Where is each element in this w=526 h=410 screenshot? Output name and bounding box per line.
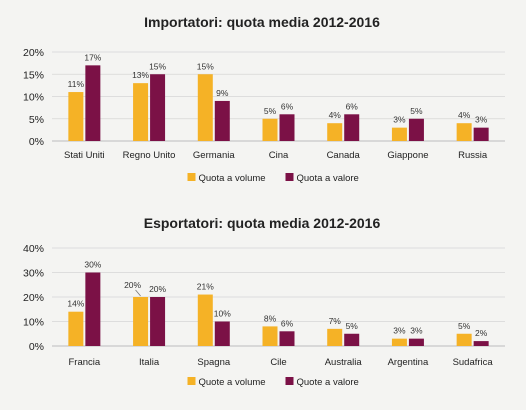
- y-tick-label: 20%: [23, 47, 44, 59]
- bar: [408, 118, 424, 141]
- data-label: 3%: [393, 115, 406, 125]
- data-label: 15%: [197, 61, 214, 71]
- x-tick-label: Russia: [458, 150, 488, 161]
- bar: [473, 127, 489, 141]
- bar: [197, 294, 213, 346]
- x-tick-label: Spagna: [197, 357, 230, 368]
- bar: [150, 74, 166, 141]
- data-label: 3%: [410, 326, 423, 336]
- legend-swatch: [187, 377, 196, 385]
- legend-label: Quote a volume: [199, 377, 266, 388]
- data-label: 3%: [393, 326, 406, 336]
- x-tick-label: Francia: [69, 357, 101, 368]
- data-label: 6%: [346, 101, 359, 111]
- data-label: 10%: [214, 309, 231, 319]
- data-label: 13%: [132, 70, 149, 80]
- bar: [279, 331, 295, 346]
- data-label: 3%: [475, 115, 488, 125]
- bar: [214, 100, 230, 141]
- bar: [408, 338, 424, 346]
- y-tick-label: 30%: [23, 268, 44, 280]
- data-label: 20%: [124, 280, 141, 290]
- importers-chart: Importatori: quota media 2012-2016 0% 5% 1…: [23, 14, 505, 184]
- bar: [133, 297, 149, 346]
- y-tick-label: 0%: [29, 136, 44, 148]
- data-label: 2%: [475, 328, 488, 338]
- y-tick-label: 15%: [23, 69, 44, 81]
- x-tick-label: Germania: [193, 150, 235, 161]
- y-tick-label: 5%: [29, 114, 44, 126]
- bar: [344, 333, 360, 346]
- bar: [150, 297, 166, 346]
- data-label: 17%: [84, 52, 101, 62]
- data-label: 4%: [458, 110, 471, 120]
- chart-title: Importatori: quota media 2012-2016: [144, 14, 380, 30]
- data-label: 9%: [216, 88, 229, 98]
- data-label: 11%: [68, 79, 85, 89]
- y-tick-label: 40%: [23, 243, 44, 255]
- legend-label: Quota a volume: [199, 173, 266, 184]
- y-tick-label: 10%: [23, 317, 44, 329]
- data-label: 8%: [264, 313, 277, 323]
- data-label: 6%: [281, 101, 294, 111]
- bar: [327, 123, 343, 141]
- bar: [456, 333, 472, 346]
- bar: [262, 118, 278, 141]
- data-label: 5%: [410, 106, 423, 116]
- x-tick-label: Stati Uniti: [64, 150, 105, 161]
- x-tick-label: Canada: [327, 150, 361, 161]
- data-label: 30%: [84, 260, 101, 270]
- bar: [85, 65, 101, 141]
- bar: [327, 328, 343, 346]
- bar: [133, 83, 149, 141]
- data-label: 5%: [264, 106, 277, 116]
- x-tick-label: Italia: [139, 357, 160, 368]
- bar: [279, 114, 295, 141]
- bar: [456, 123, 472, 141]
- data-label: 7%: [329, 316, 342, 326]
- x-tick-label: Giappone: [387, 150, 428, 161]
- bar: [391, 127, 407, 141]
- legend-swatch: [285, 173, 294, 181]
- bar: [197, 74, 213, 141]
- y-tick-label: 10%: [23, 92, 44, 104]
- y-tick-label: 0%: [29, 341, 44, 353]
- data-label: 6%: [281, 318, 294, 328]
- data-label: 14%: [67, 299, 84, 309]
- bar: [214, 321, 230, 346]
- bar: [68, 311, 84, 346]
- exporters-chart: Esportatori: quota media 2012-2016 0% 10%…: [23, 215, 505, 388]
- legend-swatch: [187, 173, 196, 181]
- data-label: 4%: [329, 110, 342, 120]
- bar: [262, 326, 278, 346]
- data-label: 5%: [346, 321, 359, 331]
- data-label: 20%: [149, 284, 166, 294]
- bar: [391, 338, 407, 346]
- bar: [344, 114, 360, 141]
- x-tick-label: Sudafrica: [453, 357, 494, 368]
- label-leader-line: [135, 289, 141, 297]
- legend-label: Quote a valore: [297, 377, 359, 388]
- data-label: 21%: [197, 282, 214, 292]
- bar: [473, 341, 489, 346]
- data-label: 15%: [149, 61, 166, 71]
- data-label: 5%: [458, 321, 471, 331]
- bar: [85, 272, 101, 346]
- chart-title: Esportatori: quota media 2012-2016: [144, 215, 381, 231]
- x-tick-label: Regno Unito: [123, 150, 176, 161]
- legend-label: Quota a valore: [297, 173, 359, 184]
- x-tick-label: Australia: [325, 357, 363, 368]
- x-tick-label: Cile: [270, 357, 286, 368]
- bar: [68, 92, 84, 141]
- x-tick-label: Cina: [269, 150, 289, 161]
- legend-swatch: [285, 377, 294, 385]
- x-tick-label: Argentina: [388, 357, 429, 368]
- y-tick-label: 20%: [23, 292, 44, 304]
